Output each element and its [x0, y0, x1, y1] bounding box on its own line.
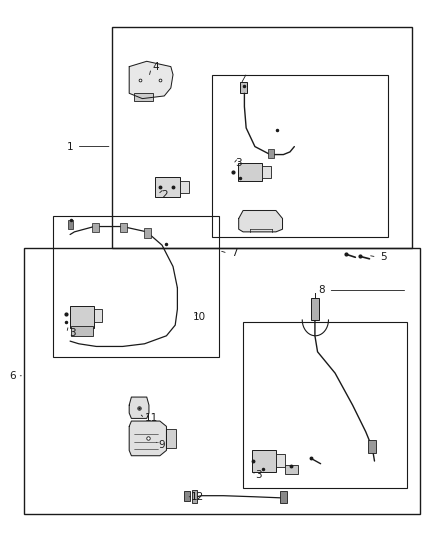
Polygon shape: [129, 397, 149, 418]
Text: 9: 9: [159, 440, 166, 450]
Text: 7: 7: [231, 248, 238, 258]
Polygon shape: [129, 61, 173, 99]
Text: 10: 10: [193, 312, 206, 322]
Bar: [70, 306, 94, 328]
Text: 12: 12: [191, 492, 204, 502]
Bar: [212, 75, 388, 237]
Bar: [144, 228, 151, 238]
Bar: [238, 163, 262, 181]
Text: 3: 3: [69, 328, 76, 338]
Text: 8: 8: [318, 286, 325, 295]
Bar: [24, 248, 420, 514]
Bar: [94, 309, 102, 322]
Bar: [155, 177, 180, 197]
Bar: [112, 27, 412, 248]
Bar: [192, 490, 197, 503]
Bar: [180, 181, 189, 193]
Bar: [240, 82, 247, 93]
Text: 3: 3: [255, 471, 262, 480]
Bar: [311, 298, 319, 320]
Polygon shape: [239, 211, 283, 232]
Bar: [71, 326, 93, 336]
Bar: [243, 322, 407, 488]
Bar: [262, 166, 271, 178]
Bar: [166, 429, 176, 448]
Text: 5: 5: [380, 252, 387, 262]
Text: 4: 4: [152, 62, 159, 71]
Bar: [280, 491, 287, 503]
Bar: [368, 440, 376, 453]
Bar: [285, 465, 298, 474]
Bar: [134, 93, 153, 101]
Text: 6: 6: [9, 371, 16, 381]
Bar: [268, 149, 274, 158]
Text: 1: 1: [67, 142, 74, 151]
Text: 11: 11: [145, 414, 158, 423]
Text: 3: 3: [235, 158, 242, 167]
Bar: [92, 223, 99, 232]
Polygon shape: [129, 421, 166, 456]
Bar: [120, 223, 127, 232]
Text: 2: 2: [161, 190, 168, 199]
Bar: [68, 220, 73, 229]
Bar: [53, 216, 219, 357]
Bar: [184, 491, 190, 501]
Bar: [276, 454, 285, 467]
Bar: [252, 450, 276, 472]
